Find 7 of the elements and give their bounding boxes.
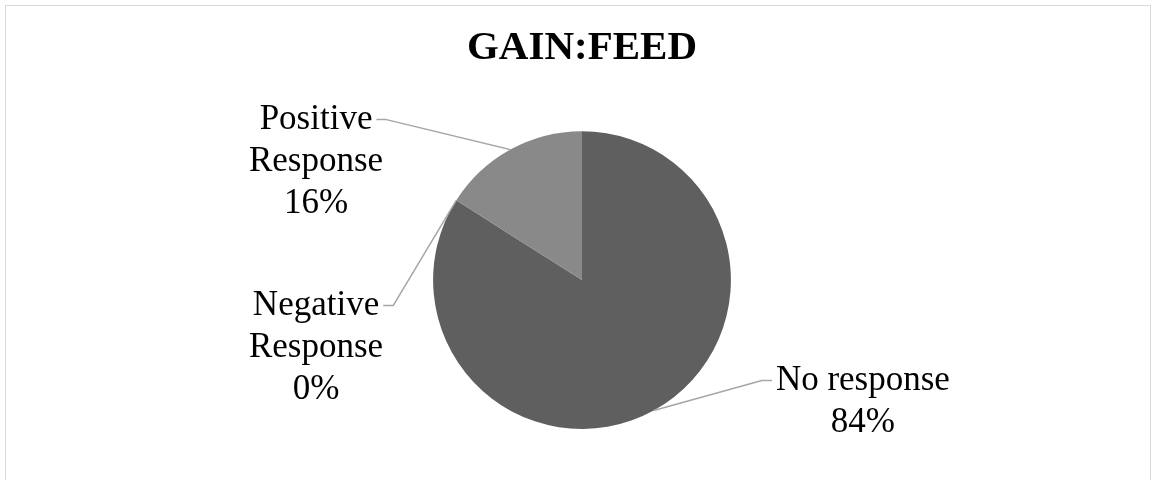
chart-title: GAIN:FEED [466,22,698,69]
data-label: 16% [283,181,349,221]
slice-label: Positive Response [248,97,384,179]
data-label: 84% [830,400,895,440]
category-label: Negative Response [248,283,384,365]
text: 0% [292,367,340,407]
slice-label: No response [775,358,950,398]
